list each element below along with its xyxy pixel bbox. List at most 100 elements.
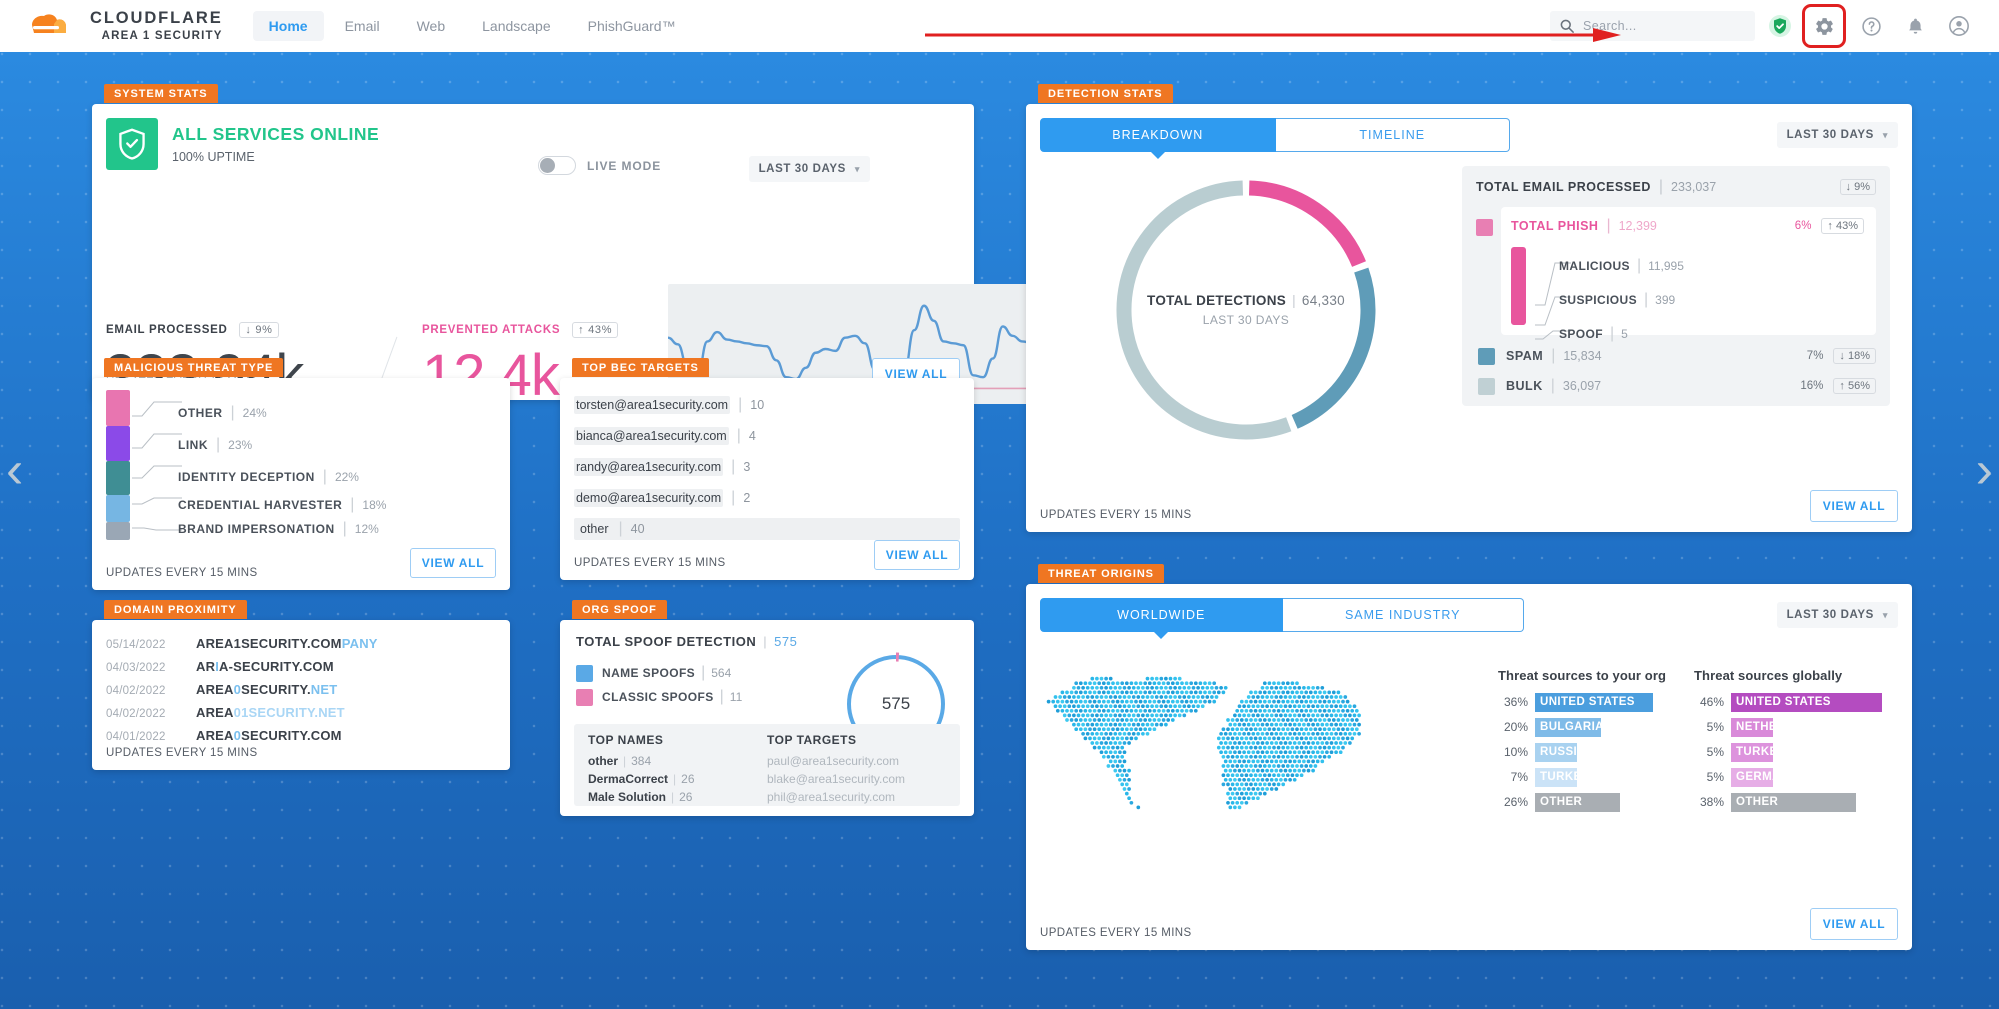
carousel-next-arrow[interactable]: › xyxy=(1975,441,1993,499)
bec-target-row[interactable]: torsten@area1security.com | 10 xyxy=(574,396,765,414)
map-dot xyxy=(1256,787,1260,791)
tab-same-industry[interactable]: SAME INDUSTRY xyxy=(1282,598,1524,632)
threat-origin-country: NETHERLANDS xyxy=(1731,717,1827,737)
nav-item-phishguard[interactable]: PhishGuard™ xyxy=(587,18,676,34)
bulk-row: BULK | 36,097 16% ↑ 56% xyxy=(1476,377,1876,395)
nav-item-landscape[interactable]: Landscape xyxy=(482,18,551,34)
live-mode-control[interactable]: LIVE MODE xyxy=(538,156,661,175)
nav-item-home[interactable]: Home xyxy=(252,11,324,41)
account-button[interactable] xyxy=(1946,13,1972,39)
tab-breakdown[interactable]: BREAKDOWN xyxy=(1040,118,1276,152)
map-dot xyxy=(1101,718,1106,722)
map-dot xyxy=(1338,713,1343,718)
brand-logo[interactable]: CLOUDFLARE AREA 1 SECURITY xyxy=(24,9,223,42)
bec-target-row[interactable]: bianca@area1security.com | 4 xyxy=(574,427,756,445)
map-dot xyxy=(1331,718,1336,722)
detection-stats-view-all-button[interactable]: VIEW ALL xyxy=(1810,490,1898,522)
carousel-prev-arrow[interactable]: ‹ xyxy=(6,441,24,499)
domain-proximity-row[interactable]: 04/02/2022 AREA0SECURITY.NET xyxy=(106,682,337,697)
map-dot xyxy=(1118,759,1122,764)
domain-proximity-row[interactable]: 04/03/2022 ARIA-SECURITY.COM xyxy=(106,659,334,674)
map-dot xyxy=(1283,777,1288,782)
map-dot xyxy=(1281,708,1286,713)
top-bec-targets-view-all-button[interactable]: VIEW ALL xyxy=(874,540,960,570)
map-dot xyxy=(1067,713,1072,718)
map-dot xyxy=(1228,777,1233,782)
map-dot xyxy=(1233,777,1237,782)
bec-target-row[interactable]: other | 40 xyxy=(574,518,960,540)
notifications-button[interactable] xyxy=(1902,13,1928,39)
tab-timeline[interactable]: TIMELINE xyxy=(1275,118,1510,152)
total-phish-value: 12,399 xyxy=(1618,219,1657,233)
map-dot xyxy=(1111,754,1115,759)
domain-proximity-row[interactable]: 04/01/2022 AREA0SECURITY.COM xyxy=(106,728,342,743)
map-dot xyxy=(1083,736,1088,741)
tab-worldwide[interactable]: WORLDWIDE xyxy=(1040,598,1283,632)
nav-item-web[interactable]: Web xyxy=(416,18,446,34)
top-bec-targets-card: TOP BEC TARGETS torsten@area1security.co… xyxy=(560,358,974,580)
threat-origins-view-all-button[interactable]: VIEW ALL xyxy=(1810,908,1898,940)
bec-target-row[interactable]: randy@area1security.com | 3 xyxy=(574,458,751,476)
map-dot xyxy=(1226,773,1230,778)
map-dot xyxy=(1276,745,1281,750)
threat-origins-range-dropdown[interactable]: LAST 30 DAYS ▾ xyxy=(1776,602,1898,628)
map-dot xyxy=(1175,690,1180,695)
map-dot xyxy=(1262,690,1267,695)
domain-proximity-row[interactable]: 05/14/2022 AREA1SECURITY.COMPANY xyxy=(106,636,378,651)
map-dot xyxy=(1127,796,1131,801)
detection-stats-range-dropdown[interactable]: LAST 30 DAYS ▾ xyxy=(1776,122,1898,148)
map-dot xyxy=(1097,699,1102,704)
map-dot xyxy=(1331,745,1336,750)
bec-target-count: 3 xyxy=(743,460,751,474)
domain-date: 04/02/2022 xyxy=(106,685,166,697)
map-dot xyxy=(1352,731,1357,736)
map-dot xyxy=(1258,791,1263,796)
nav-item-email[interactable]: Email xyxy=(344,18,380,34)
map-dot xyxy=(1237,777,1242,782)
map-dot xyxy=(1237,713,1242,718)
map-dot xyxy=(1124,708,1129,713)
map-dot xyxy=(1233,731,1237,736)
map-dot xyxy=(1164,713,1168,718)
live-mode-label: LIVE MODE xyxy=(587,158,662,173)
threat-origin-pct: 10% xyxy=(1503,745,1528,759)
map-dot xyxy=(1292,768,1297,773)
map-dot xyxy=(1239,718,1244,722)
system-stats-range-dropdown[interactable]: LAST 30 DAYS ▾ xyxy=(748,156,870,182)
map-dot xyxy=(1285,690,1290,695)
map-dot xyxy=(1306,731,1311,736)
threat-origin-bar-row: 7% TURKEY xyxy=(1498,767,1694,787)
map-dot xyxy=(1233,713,1237,718)
map-dot xyxy=(1341,727,1345,732)
domain-proximity-row[interactable]: 04/02/2022 AREA01SECURITY.NET xyxy=(106,705,345,720)
map-dot xyxy=(1095,676,1099,681)
map-dot xyxy=(1150,704,1154,709)
map-dot xyxy=(1230,800,1235,805)
map-dot xyxy=(1302,685,1306,690)
bec-target-row[interactable]: demo@area1security.com | 2 xyxy=(574,489,751,507)
map-dot xyxy=(1311,768,1315,773)
email-processed-delta: ↓ 9% xyxy=(239,322,279,338)
map-dot xyxy=(1168,704,1173,709)
map-dot xyxy=(1164,722,1168,727)
map-dot xyxy=(1313,727,1318,732)
map-dot xyxy=(1343,722,1348,727)
map-dot xyxy=(1253,764,1258,768)
map-dot xyxy=(1235,708,1240,713)
live-mode-toggle[interactable] xyxy=(538,156,576,175)
map-dot xyxy=(1292,713,1297,718)
help-button[interactable] xyxy=(1858,13,1884,39)
settings-gear-button[interactable] xyxy=(1802,4,1846,48)
map-dot xyxy=(1074,727,1079,732)
map-dot xyxy=(1343,741,1348,745)
threat-sources-org-chart: Threat sources to your org 36% UNITED STA… xyxy=(1498,668,1694,817)
map-dot xyxy=(1150,695,1154,699)
map-dot xyxy=(1242,704,1246,709)
map-dot xyxy=(1341,736,1345,741)
map-dot xyxy=(1124,736,1129,741)
map-dot xyxy=(1256,796,1260,801)
malicious-threat-type-view-all-button[interactable]: VIEW ALL xyxy=(410,548,496,578)
map-dot xyxy=(1115,699,1120,704)
map-dot xyxy=(1304,699,1309,704)
map-dot xyxy=(1076,713,1081,718)
